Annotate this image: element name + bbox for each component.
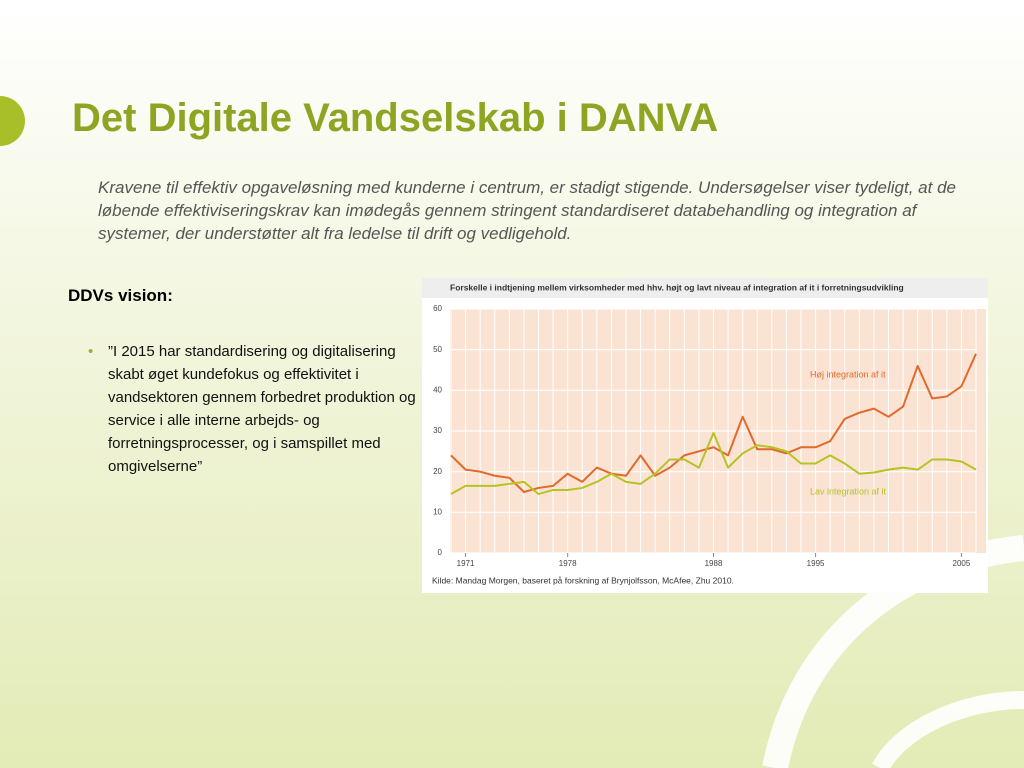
slide-title: Det Digitale Vandselskab i DANVA: [72, 96, 719, 140]
y-tick-label: 30: [433, 426, 442, 435]
title-dot: [0, 96, 25, 146]
x-tick-label: 1988: [705, 559, 723, 568]
series-label: Lav integration af it: [810, 486, 887, 496]
chart-source: Kilde: Mandag Morgen, baseret på forskni…: [432, 575, 734, 585]
y-tick-label: 0: [438, 548, 443, 557]
y-tick-label: 40: [433, 385, 442, 394]
vision-heading: DDVs vision:: [68, 286, 173, 305]
series-line: [450, 432, 977, 496]
y-tick-label: 20: [433, 467, 442, 476]
series-line: [450, 353, 977, 493]
chart-title: Forskelle i indtjening mellem virksomhed…: [450, 282, 904, 292]
x-tick-label: 2005: [953, 559, 971, 568]
chart-title-strip: [422, 278, 988, 298]
x-tick-label: 1995: [807, 559, 825, 568]
swoosh: [872, 691, 1024, 768]
vision-bullet: ”I 2015 har standardisering og digitalis…: [88, 340, 428, 478]
y-tick-label: 60: [433, 304, 442, 313]
y-tick-label: 50: [433, 345, 442, 354]
x-tick-label: 1971: [457, 559, 475, 568]
chart: Forskelle i indtjening mellem virksomhed…: [422, 278, 988, 593]
series-label: Høj integration af it: [810, 369, 886, 379]
intro-text: Kravene til effektiv opgaveløsning med k…: [98, 178, 956, 243]
y-tick-label: 10: [433, 507, 442, 516]
x-tick-label: 1978: [559, 559, 577, 568]
